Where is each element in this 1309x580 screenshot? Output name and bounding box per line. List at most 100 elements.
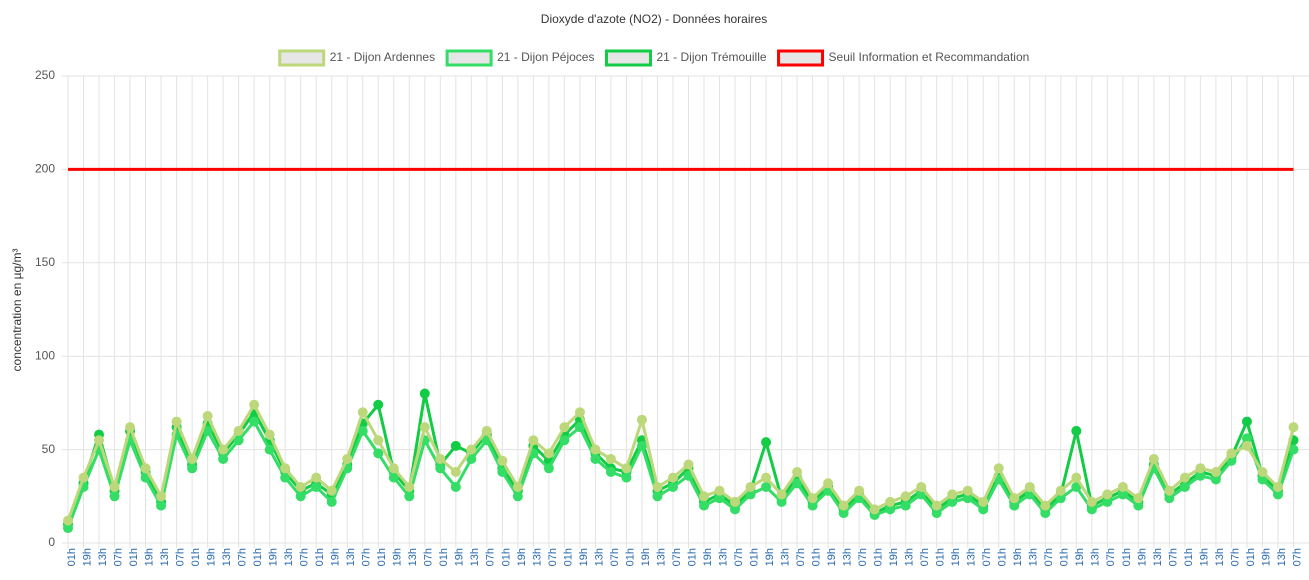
x-tick-label: 19h xyxy=(81,548,93,566)
data-point xyxy=(776,496,787,507)
x-tick-label: 07h xyxy=(237,548,249,566)
data-point xyxy=(1102,489,1113,500)
x-tick-label: 01h xyxy=(66,548,78,566)
data-point xyxy=(1179,481,1190,492)
data-point xyxy=(1102,496,1113,507)
data-point xyxy=(978,496,989,507)
y-axis-title: concentration en µg/m³ xyxy=(10,249,24,372)
data-point xyxy=(435,463,446,474)
y-tick-label: 150 xyxy=(35,255,55,269)
legend-swatch xyxy=(445,49,493,67)
data-point xyxy=(187,453,198,464)
data-point xyxy=(388,463,399,474)
x-tick-label: 01h xyxy=(624,548,636,566)
data-point xyxy=(249,399,260,410)
data-point xyxy=(761,437,772,448)
x-tick-label: 07h xyxy=(299,548,311,566)
x-tick-label: 07h xyxy=(1167,548,1179,566)
data-point xyxy=(218,453,229,464)
data-point xyxy=(574,422,585,433)
data-point xyxy=(1009,493,1020,504)
data-point xyxy=(559,422,570,433)
data-point xyxy=(590,444,601,455)
x-tick-label: 13h xyxy=(531,548,543,566)
data-point xyxy=(109,481,120,492)
data-point xyxy=(636,414,647,425)
x-tick-label: 13h xyxy=(345,548,357,566)
data-point xyxy=(109,491,120,502)
x-tick-label: 13h xyxy=(221,548,233,566)
x-tick-label: 01h xyxy=(748,548,760,566)
y-tick-label: 200 xyxy=(35,162,55,176)
data-point xyxy=(900,491,911,502)
data-point xyxy=(1071,481,1082,492)
x-tick-label: 13h xyxy=(842,548,854,566)
y-tick-label: 250 xyxy=(35,68,55,82)
data-point xyxy=(730,504,741,515)
data-point xyxy=(280,472,291,483)
x-tick-label: 01h xyxy=(500,548,512,566)
x-tick-label: 19h xyxy=(1074,548,1086,566)
data-point xyxy=(342,453,353,464)
data-point xyxy=(838,508,849,519)
data-point xyxy=(667,472,678,483)
x-tick-label: 07h xyxy=(733,548,745,566)
data-point xyxy=(512,481,523,492)
data-point xyxy=(931,500,942,511)
data-point xyxy=(202,410,213,421)
data-point xyxy=(1241,433,1252,444)
data-point xyxy=(962,485,973,496)
data-point xyxy=(652,481,663,492)
x-tick-label: 13h xyxy=(1152,548,1164,566)
x-tick-label: 19h xyxy=(764,548,776,566)
x-tick-label: 13h xyxy=(407,548,419,566)
x-tick-label: 01h xyxy=(314,548,326,566)
x-tick-label: 07h xyxy=(174,548,186,566)
x-tick-label: 19h xyxy=(826,548,838,566)
x-tick-label: 19h xyxy=(888,548,900,566)
data-point xyxy=(1040,500,1051,511)
x-tick-label: 13h xyxy=(593,548,605,566)
x-tick-label: 01h xyxy=(562,548,574,566)
x-tick-label: 01h xyxy=(1245,548,1257,566)
y-tick-label: 50 xyxy=(42,442,56,456)
legend-label: Seuil Information et Recommandation xyxy=(829,50,1030,64)
data-point xyxy=(311,481,322,492)
data-point xyxy=(1071,472,1082,483)
data-point xyxy=(280,463,291,474)
data-point xyxy=(1164,485,1175,496)
x-tick-label: 01h xyxy=(811,548,823,566)
x-tick-label: 19h xyxy=(330,548,342,566)
x-tick-label: 19h xyxy=(1012,548,1024,566)
data-point xyxy=(156,491,167,502)
data-point xyxy=(1195,463,1206,474)
data-point xyxy=(1009,500,1020,511)
x-tick-label: 07h xyxy=(423,548,435,566)
x-tick-label: 19h xyxy=(1136,548,1148,566)
data-point xyxy=(621,472,632,483)
data-point xyxy=(202,425,213,436)
data-point xyxy=(1210,467,1221,478)
data-point xyxy=(78,472,89,483)
x-tick-label: 13h xyxy=(779,548,791,566)
data-point xyxy=(605,467,616,478)
data-point xyxy=(1164,493,1175,504)
x-tick-label: 07h xyxy=(795,548,807,566)
x-tick-label: 01h xyxy=(686,548,698,566)
data-point xyxy=(1257,474,1268,485)
data-point xyxy=(1241,440,1252,451)
x-tick-label: 07h xyxy=(609,548,621,566)
data-point xyxy=(1117,481,1128,492)
x-tick-label: 01h xyxy=(376,548,388,566)
legend-item: 21 - Dijon Péjoces xyxy=(445,49,594,67)
x-tick-label: 13h xyxy=(1090,548,1102,566)
data-point xyxy=(1086,504,1097,515)
legend-label: 21 - Dijon Trémouille xyxy=(656,50,766,64)
data-point xyxy=(512,491,523,502)
data-point xyxy=(187,463,198,474)
x-tick-label: 13h xyxy=(1276,548,1288,566)
data-point xyxy=(1148,453,1159,464)
x-tick-label: 07h xyxy=(485,548,497,566)
data-point xyxy=(481,425,492,436)
data-point xyxy=(1086,496,1097,507)
